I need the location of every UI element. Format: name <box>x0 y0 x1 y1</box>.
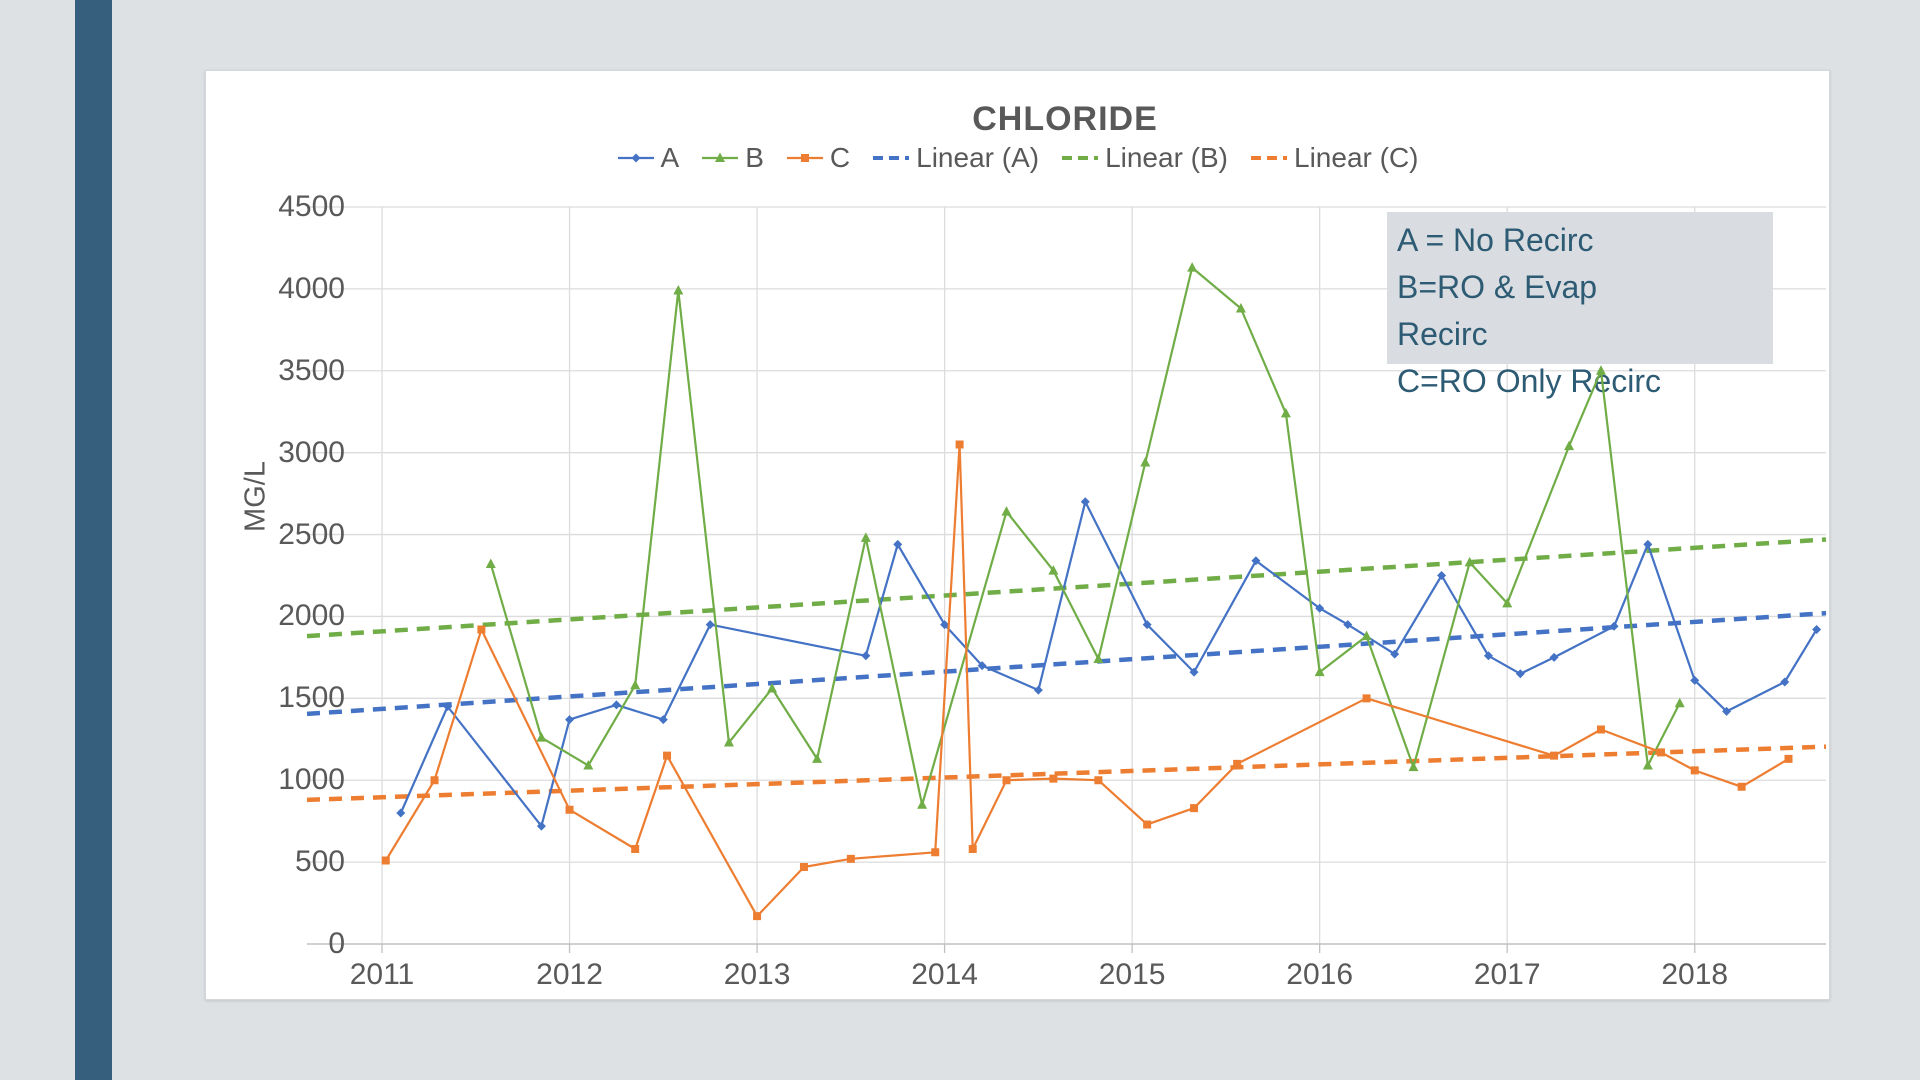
x-tick-label: 2013 <box>723 958 791 991</box>
legend-item-lineara: Linear (A) <box>872 142 1039 174</box>
y-tick-label: 2500 <box>278 517 345 551</box>
x-tick-label: 2016 <box>1286 958 1354 991</box>
legend-item-c: C <box>786 142 850 174</box>
annotation-line: A = No Recirc <box>1397 222 1594 258</box>
legend-label: A <box>660 142 680 173</box>
legend-label: C <box>829 142 851 173</box>
trendline-Linear (A) <box>306 610 1827 717</box>
x-tick-label: 2012 <box>536 958 603 991</box>
y-tick-label: 2000 <box>278 599 345 633</box>
square-marker-icon <box>786 154 823 162</box>
legend-item-linearc: Linear (C) <box>1250 142 1418 174</box>
dashed-line-icon <box>1251 156 1287 160</box>
x-tick-label: 2018 <box>1661 958 1729 991</box>
legend-item-b: B <box>701 142 764 174</box>
series-markers-C <box>381 440 1793 921</box>
legend-label: Linear (C) <box>1294 142 1419 173</box>
annotation-box <box>1387 212 1773 364</box>
legend-item-linearb: Linear (B) <box>1061 142 1228 174</box>
slide-accent-bar <box>75 0 112 1080</box>
annotation-line: C=RO Only Recirc <box>1397 363 1661 399</box>
triangle-marker-icon <box>702 152 739 162</box>
series-line-B <box>489 266 1681 806</box>
series-line-A <box>399 500 1818 828</box>
x-tick-label: 2014 <box>911 958 978 991</box>
trendline-Linear (B) <box>306 537 1827 639</box>
y-tick-label: 4000 <box>278 271 345 305</box>
y-tick-label: 1000 <box>278 763 345 797</box>
dashed-line-icon <box>1062 156 1099 160</box>
diamond-marker-icon <box>617 153 654 163</box>
y-tick-label: 3000 <box>278 435 345 469</box>
legend-label: Linear (B) <box>1105 142 1228 173</box>
y-tick-label: 4500 <box>278 190 345 223</box>
legend-label: B <box>745 142 764 173</box>
y-tick-label: 3500 <box>278 353 345 387</box>
chart-title: CHLORIDE <box>972 100 1158 138</box>
x-tick-label: 2015 <box>1098 958 1166 991</box>
x-tick-label: 2011 <box>349 958 415 991</box>
dashed-line-icon <box>873 156 910 160</box>
y-tick-label: 1500 <box>278 681 345 715</box>
annotation-line: Recirc <box>1397 316 1488 352</box>
legend-item-a: A <box>617 142 680 174</box>
annotation-line: B=RO & Evap <box>1397 269 1597 305</box>
y-tick-label: 0 <box>328 927 345 960</box>
series-line-C <box>384 443 1790 918</box>
chart-legend: A B C Linear (A) Linear (B) Linear (C) <box>205 140 1830 176</box>
trendline-Linear (C) <box>306 744 1827 803</box>
x-tick-label: 2017 <box>1473 958 1541 991</box>
legend-label: Linear (A) <box>916 142 1040 173</box>
y-tick-label: 500 <box>294 845 345 879</box>
